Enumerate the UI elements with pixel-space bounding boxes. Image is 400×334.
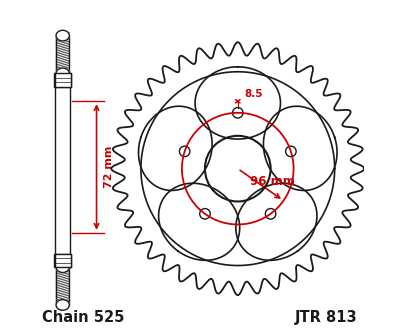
Text: 72 mm: 72 mm [104,146,114,188]
Polygon shape [56,73,70,267]
Polygon shape [55,254,71,267]
Polygon shape [56,36,69,73]
Ellipse shape [56,300,69,310]
Ellipse shape [56,262,69,273]
Text: 96 mm: 96 mm [250,175,295,188]
Ellipse shape [56,68,69,79]
Polygon shape [54,254,71,267]
Text: Chain 525: Chain 525 [42,310,125,325]
Polygon shape [55,73,71,87]
Polygon shape [54,73,71,87]
Polygon shape [56,267,69,305]
Text: JTR 813: JTR 813 [295,310,358,325]
Ellipse shape [56,30,69,41]
Text: 8.5: 8.5 [245,89,263,99]
